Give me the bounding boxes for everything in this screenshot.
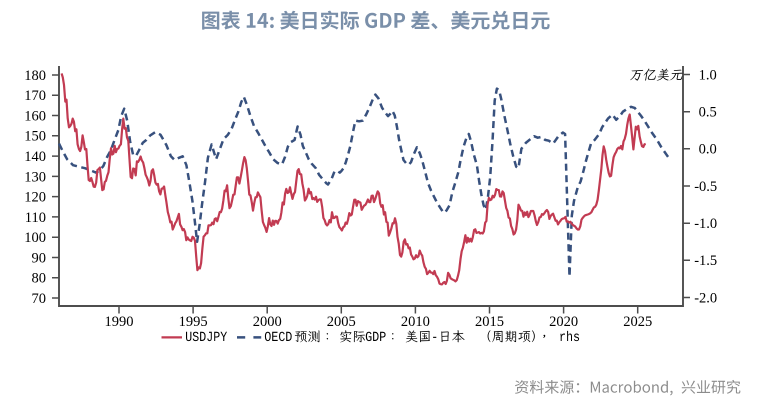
svg-text:2005: 2005 bbox=[327, 314, 356, 330]
svg-text:1995: 1995 bbox=[179, 314, 208, 330]
svg-text:2010: 2010 bbox=[401, 314, 430, 330]
svg-text:110: 110 bbox=[25, 210, 46, 226]
svg-text:170: 170 bbox=[24, 88, 46, 104]
svg-text:2015: 2015 bbox=[475, 314, 504, 330]
svg-text:130: 130 bbox=[24, 169, 46, 185]
svg-text:150: 150 bbox=[24, 129, 46, 145]
svg-text:180: 180 bbox=[24, 68, 46, 84]
svg-text:2025: 2025 bbox=[623, 314, 652, 330]
svg-text:2020: 2020 bbox=[549, 314, 578, 330]
svg-text:70: 70 bbox=[32, 291, 47, 307]
svg-text:2000: 2000 bbox=[253, 314, 282, 330]
svg-text:1990: 1990 bbox=[105, 314, 134, 330]
svg-text:0.0: 0.0 bbox=[699, 142, 717, 158]
svg-text:90: 90 bbox=[32, 250, 47, 266]
svg-text:0.5: 0.5 bbox=[699, 105, 717, 121]
svg-text:-1.0: -1.0 bbox=[694, 216, 717, 232]
svg-text:-0.5: -0.5 bbox=[694, 179, 717, 195]
svg-text:100: 100 bbox=[24, 230, 46, 246]
svg-text:-2.0: -2.0 bbox=[694, 290, 717, 306]
svg-text:1.0: 1.0 bbox=[699, 67, 717, 83]
svg-text:80: 80 bbox=[32, 271, 47, 287]
svg-text:160: 160 bbox=[24, 108, 46, 124]
svg-text:-1.5: -1.5 bbox=[694, 253, 717, 269]
svg-text:120: 120 bbox=[24, 190, 46, 206]
svg-text:140: 140 bbox=[24, 149, 46, 165]
